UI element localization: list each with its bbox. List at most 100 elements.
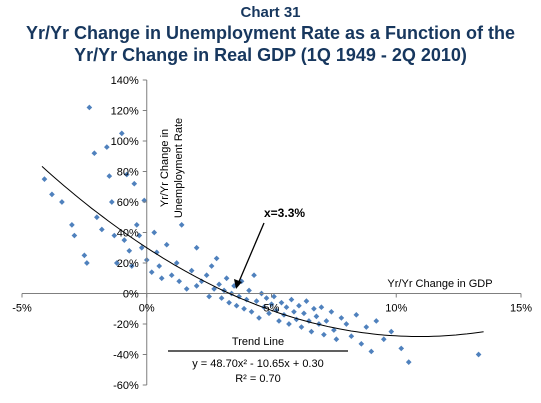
annotation-arrow-line bbox=[237, 222, 265, 285]
data-point bbox=[176, 278, 183, 285]
data-point bbox=[333, 336, 340, 343]
data-point bbox=[353, 312, 360, 318]
data-point bbox=[311, 305, 317, 312]
data-point bbox=[256, 315, 262, 321]
data-point bbox=[251, 272, 257, 279]
x-tick-label: 10% bbox=[385, 303, 407, 315]
data-point bbox=[358, 340, 365, 347]
data-point bbox=[298, 324, 305, 330]
annotation-label: x=3.3% bbox=[264, 206, 305, 220]
x-tick-label: 0% bbox=[139, 303, 155, 315]
x-tick-label: 15% bbox=[510, 303, 532, 315]
data-point bbox=[118, 130, 125, 137]
data-point bbox=[248, 308, 255, 315]
data-point bbox=[263, 295, 270, 301]
y-tick-label: 0% bbox=[123, 289, 139, 301]
data-point bbox=[99, 226, 105, 233]
data-point bbox=[111, 232, 118, 239]
data-point bbox=[121, 237, 128, 243]
data-point bbox=[156, 263, 163, 269]
data-point bbox=[226, 299, 232, 306]
trend-curve bbox=[41, 166, 484, 337]
data-point bbox=[278, 299, 285, 306]
data-point bbox=[318, 304, 325, 311]
y-tick-label: -20% bbox=[113, 319, 139, 331]
data-point bbox=[104, 144, 110, 150]
data-points bbox=[41, 104, 482, 365]
data-point bbox=[84, 260, 90, 266]
data-point bbox=[203, 272, 210, 279]
data-point bbox=[266, 310, 272, 317]
data-point bbox=[94, 214, 100, 221]
data-point bbox=[321, 331, 327, 338]
data-point bbox=[173, 260, 180, 266]
data-point bbox=[223, 275, 230, 282]
data-point bbox=[338, 315, 345, 321]
trendline-label: Trend Line bbox=[232, 336, 284, 348]
y-axis-title-line-1: Yr/Yr Change in bbox=[159, 129, 171, 207]
data-point bbox=[303, 298, 310, 304]
data-point bbox=[193, 283, 200, 289]
y-tick-label: 120% bbox=[111, 106, 139, 118]
trendline-legend: Trend Line y = 48.70x² - 10.65x + 0.30 R… bbox=[168, 336, 348, 385]
data-point bbox=[475, 351, 482, 358]
data-point bbox=[188, 267, 195, 274]
y-tick-label: 100% bbox=[111, 136, 139, 148]
data-point bbox=[168, 272, 175, 279]
data-point bbox=[91, 150, 98, 157]
data-point bbox=[81, 252, 88, 259]
trendline-equation: y = 48.70x² - 10.65x + 0.30 bbox=[192, 358, 323, 370]
data-point bbox=[331, 327, 337, 333]
data-point bbox=[241, 305, 247, 312]
y-tick-label: 80% bbox=[117, 167, 139, 179]
chart-title-line-2: Yr/Yr Change in Real GDP (1Q 1949 - 2Q 2… bbox=[74, 45, 467, 65]
data-point bbox=[113, 260, 120, 266]
trendline-r-squared: R² = 0.70 bbox=[235, 373, 281, 385]
chart-number: Chart 31 bbox=[240, 4, 301, 21]
data-point bbox=[208, 263, 215, 269]
data-point bbox=[271, 293, 277, 300]
data-point bbox=[148, 269, 155, 275]
data-point bbox=[213, 255, 220, 262]
data-point bbox=[373, 318, 380, 324]
data-point bbox=[218, 295, 225, 301]
data-point bbox=[163, 241, 170, 248]
data-point bbox=[398, 345, 405, 352]
data-point bbox=[69, 222, 75, 228]
chart-title-line-1: Yr/Yr Change in Unemployment Rate as a F… bbox=[25, 23, 516, 43]
data-point bbox=[328, 308, 335, 315]
data-point bbox=[136, 232, 143, 239]
data-point bbox=[296, 302, 302, 309]
data-point bbox=[131, 180, 138, 187]
data-point bbox=[123, 171, 130, 178]
data-point bbox=[138, 244, 145, 251]
annotation: x=3.3% bbox=[234, 206, 305, 289]
y-axis-title-line-2: Unemployment Rate bbox=[173, 118, 185, 218]
axes bbox=[21, 79, 522, 386]
data-point bbox=[288, 296, 295, 303]
data-point bbox=[283, 304, 290, 311]
data-point bbox=[183, 286, 190, 292]
y-tick-label: 20% bbox=[117, 258, 139, 270]
data-point bbox=[108, 199, 115, 205]
data-point bbox=[308, 328, 315, 335]
data-point bbox=[268, 301, 275, 308]
data-point bbox=[158, 275, 165, 282]
data-point bbox=[211, 286, 217, 292]
data-point bbox=[363, 324, 370, 330]
x-axis-title: Yr/Yr Change in GDP bbox=[387, 278, 492, 290]
data-point bbox=[405, 359, 412, 365]
y-tick-label: 60% bbox=[117, 197, 139, 209]
data-point bbox=[276, 318, 282, 324]
y-tick-label: -40% bbox=[113, 350, 139, 362]
data-point bbox=[301, 310, 307, 317]
data-point bbox=[216, 281, 222, 288]
chart-title-block: Chart 31 Yr/Yr Change in Unemployment Ra… bbox=[0, 4, 541, 66]
data-point bbox=[59, 199, 65, 205]
data-point bbox=[286, 321, 292, 327]
y-tick-label: 140% bbox=[111, 75, 139, 87]
data-point bbox=[193, 244, 200, 251]
data-point bbox=[206, 293, 212, 300]
data-point bbox=[323, 318, 330, 324]
y-axis-title: Yr/Yr Change in Unemployment Rate bbox=[159, 118, 185, 218]
